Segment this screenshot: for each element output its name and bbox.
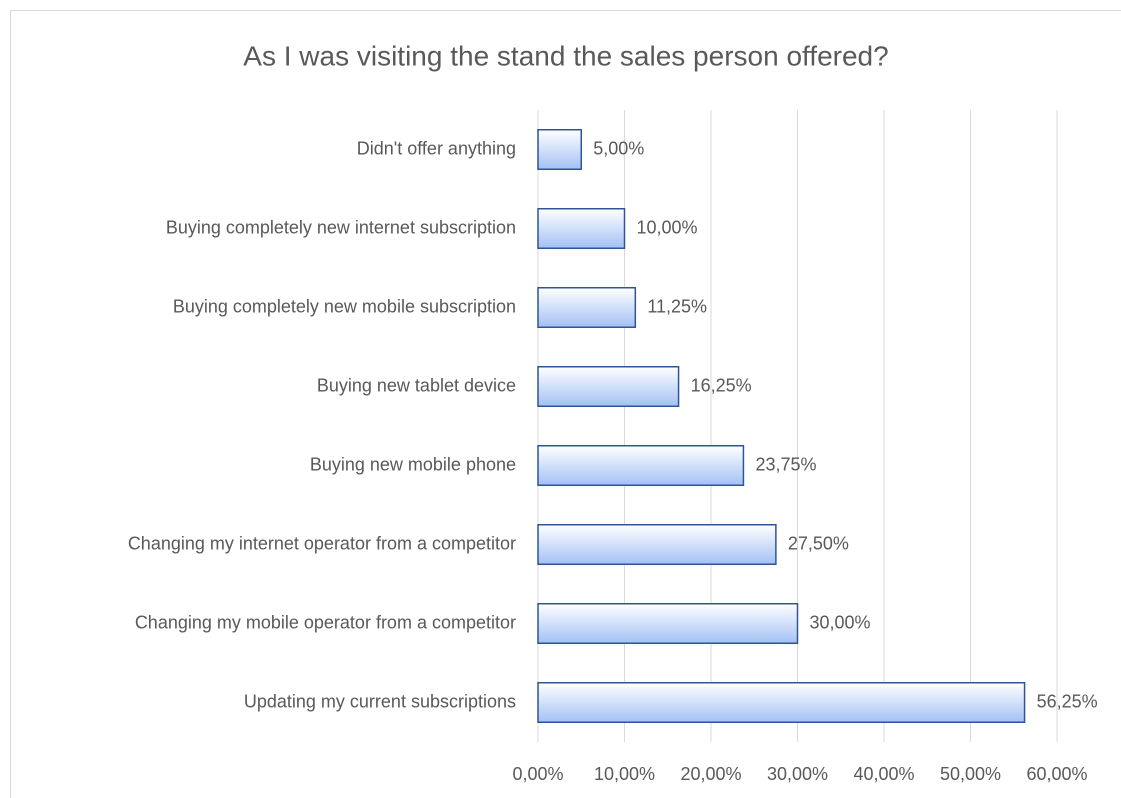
bar — [537, 682, 1026, 723]
value-label: 56,25% — [1037, 691, 1098, 711]
y-tick-label: Buying new tablet device — [317, 375, 516, 395]
bar — [537, 603, 799, 644]
x-tick-label: 10,00% — [594, 764, 655, 784]
y-tick-label: Buying completely new mobile subscriptio… — [173, 296, 516, 316]
value-label: 10,00% — [637, 217, 698, 237]
bar — [537, 129, 582, 170]
value-label: 16,25% — [691, 375, 752, 395]
chart-title: As I was visiting the stand the sales pe… — [243, 40, 888, 71]
value-label: 5,00% — [593, 138, 644, 158]
bar — [537, 287, 637, 328]
y-tick-label: Buying completely new internet subscript… — [166, 217, 516, 237]
x-tick-label: 30,00% — [767, 764, 828, 784]
x-tick-label: 60,00% — [1026, 764, 1087, 784]
x-tick-label: 40,00% — [853, 764, 914, 784]
y-tick-label: Changing my mobile operator from a compe… — [135, 612, 516, 632]
x-tick-label: 50,00% — [940, 764, 1001, 784]
value-label: 27,50% — [788, 533, 849, 553]
value-label: 30,00% — [810, 612, 871, 632]
y-tick-label: Buying new mobile phone — [310, 454, 516, 474]
bar — [537, 445, 745, 486]
bar — [537, 366, 680, 407]
y-tick-label: Changing my internet operator from a com… — [128, 533, 516, 553]
y-tick-label: Didn't offer anything — [357, 138, 516, 158]
value-label: 23,75% — [755, 454, 816, 474]
value-label: 11,25% — [647, 296, 707, 316]
y-tick-label: Updating my current subscriptions — [244, 691, 516, 711]
x-tick-label: 0,00% — [512, 764, 563, 784]
x-tick-label: 20,00% — [680, 764, 741, 784]
chart-border — [10, 10, 1121, 798]
bar — [537, 208, 626, 249]
bar — [537, 524, 777, 565]
